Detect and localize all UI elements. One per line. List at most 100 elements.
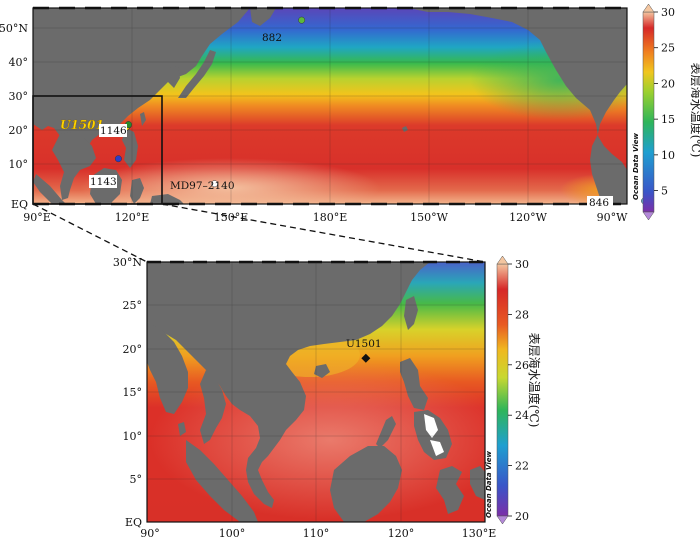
inset-taiwan (404, 296, 418, 330)
inset-hainan (314, 364, 330, 378)
colorbar-tick-label: 28 (515, 308, 529, 321)
site-label-846: 846 (589, 197, 609, 209)
colorbar-tick-label: 15 (661, 113, 675, 126)
indochina (52, 132, 96, 200)
site-label-1143-bg (89, 175, 117, 188)
asia-mainland (33, 8, 250, 154)
inset-sri-lanka (178, 422, 186, 436)
top-site-labels: 882 U1501 1146 1143 MD97–2140 846 (60, 32, 613, 209)
sulawesi (130, 178, 144, 204)
sumatra (33, 174, 66, 204)
site-label-882: 882 (262, 32, 282, 44)
inset-lon-labels: 90° 100° 110° 120° 130°E (140, 527, 496, 540)
top-warm-pool (80, 158, 380, 204)
top-lat-label: 10° (9, 158, 29, 171)
inset-philippines-gap (424, 414, 438, 438)
top-lat-label: 20° (9, 124, 29, 137)
inset-lon-label: 100° (219, 527, 246, 540)
inset-lon-label: 130°E (462, 527, 497, 540)
inset-site-marker-u1501 (361, 353, 371, 363)
top-lon-label: 150°W (410, 211, 448, 224)
top-lat-label: 50°N (0, 22, 28, 35)
inset-lat-label: 15° (123, 386, 143, 399)
top-colorbar-title: 表层海水温度(℃) (689, 63, 700, 158)
site-label-md97-2140: MD97–2140 (170, 180, 235, 192)
inset-lat-label: 10° (123, 430, 143, 443)
top-colorbar-cap-top (642, 3, 655, 13)
kamchatka (250, 8, 276, 26)
inset-lat-label: 5° (130, 473, 143, 486)
inset-colorbar-cap-top (496, 255, 509, 265)
top-lon-labels: 90°E 120°E 150°E 180°E 150°W 120°W 90°W (23, 211, 628, 224)
inset-land (147, 262, 485, 522)
colorbar-tick-label: 20 (661, 77, 675, 90)
top-colorbar-ticks: 5 10 15 20 25 30 (654, 6, 675, 198)
inset-luzon (400, 358, 428, 410)
site-marker (298, 16, 306, 24)
top-lat-label: EQ (11, 198, 28, 211)
inset-sites (361, 353, 371, 363)
inset-lat-label: EQ (125, 516, 142, 529)
inset-lat-label: 30°N (113, 256, 142, 269)
colorbar-tick-label: 20 (515, 510, 529, 523)
site-marker (211, 180, 219, 188)
inset-lon-label: 110° (303, 527, 330, 540)
inset-colorbar-cap-bottom (496, 515, 509, 525)
hawaii (402, 126, 408, 132)
inset-lat-label: 25° (123, 299, 143, 312)
top-colorbar-cap-bottom (642, 211, 655, 221)
colorbar-tick-label: 24 (515, 409, 529, 422)
colorbar-tick-label: 26 (515, 359, 529, 372)
inset-connectors (32, 203, 486, 263)
inset-sumatra (186, 440, 258, 522)
inset-region-box (32, 95, 163, 205)
inset-lon-label: 120° (388, 527, 415, 540)
site-label-1146: 1146 (100, 125, 127, 137)
inset-myanmar (200, 370, 226, 444)
inset-colorbar-title: 表层海水温度(℃) (527, 333, 542, 428)
inset-lat-label: 20° (123, 343, 143, 356)
inset-site-label-u1501: U1501 (346, 338, 382, 350)
site-marker (114, 155, 122, 163)
site-label-1143: 1143 (90, 176, 117, 188)
inset-sulu-gap (430, 440, 444, 456)
top-odv-watermark: Ocean Data View (632, 133, 640, 200)
inset-lon-label: 90° (140, 527, 160, 540)
inset-lat-labels: EQ 5° 10° 15° 20° 25° 30°N (113, 256, 142, 529)
inset-odv-watermark: Ocean Data View (485, 451, 493, 518)
top-map-gridlines (33, 8, 627, 204)
colorbar-tick-label: 10 (661, 149, 675, 162)
site-label-u1501: U1501 (60, 118, 104, 132)
philippines (122, 128, 138, 168)
top-map (33, 8, 627, 204)
inset-colorbar-ticks: 20 22 24 26 28 30 (508, 258, 529, 523)
new-guinea (150, 194, 184, 204)
top-lat-label: 40° (9, 56, 29, 69)
inset-asia-mainland (147, 262, 430, 508)
colorbar-tick-label: 25 (661, 42, 675, 55)
inset-colorbar-bar (496, 263, 509, 517)
taiwan (140, 112, 146, 126)
top-lon-label: 120°W (509, 211, 547, 224)
inset-palawan (376, 416, 396, 448)
japan (178, 50, 216, 98)
north-america (408, 8, 627, 204)
inset-india (147, 322, 188, 414)
top-lon-label: 150°E (214, 211, 249, 224)
inset-sulawesi (436, 466, 464, 514)
colorbar-tick-label: 5 (661, 185, 668, 198)
top-lon-label: 90°W (597, 211, 628, 224)
site-label-1146-bg (99, 124, 127, 137)
top-colorbar-bar (642, 11, 655, 213)
inset-colorbar: 20 22 24 26 28 30 表层海水温度(℃) (496, 255, 542, 525)
inset-map-gridlines (147, 262, 485, 522)
colorbar-tick-label: 30 (661, 6, 675, 19)
colorbar-tick-label: 30 (515, 258, 529, 271)
inset-map (147, 262, 485, 522)
top-lon-label: 180°E (313, 211, 348, 224)
top-lat-label: 30° (9, 90, 29, 103)
colorbar-tick-label: 22 (515, 460, 529, 473)
top-lat-labels: EQ 10° 20° 30° 40° 50°N (0, 22, 28, 211)
top-colorbar: 5 10 15 20 25 30 表层海水温度(℃) (642, 3, 700, 221)
